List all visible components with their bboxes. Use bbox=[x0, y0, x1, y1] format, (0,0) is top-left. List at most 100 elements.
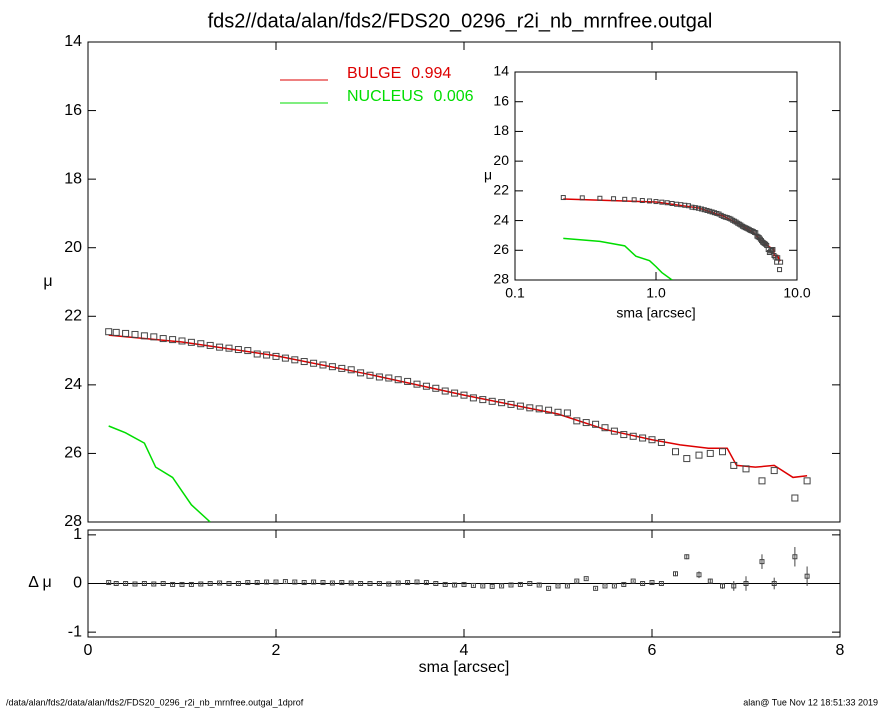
residual-point bbox=[179, 581, 185, 587]
data-point bbox=[366, 371, 374, 379]
legend-fraction: 0.994 bbox=[411, 65, 451, 82]
residual-point bbox=[405, 580, 411, 586]
residual-point bbox=[546, 585, 552, 591]
chart-title: fds2//data/alan/fds2/FDS20_0296_r2i_nb_m… bbox=[208, 10, 713, 32]
data-point bbox=[413, 380, 421, 388]
data-point bbox=[225, 344, 233, 352]
residual-point bbox=[123, 581, 129, 586]
y-tick-label: 16 bbox=[64, 102, 82, 119]
data-point bbox=[488, 397, 496, 405]
data-point bbox=[573, 417, 581, 425]
y-tick-label: -1 bbox=[68, 623, 82, 640]
inset-frame bbox=[514, 71, 798, 281]
residual-point bbox=[367, 581, 373, 586]
data-point bbox=[404, 377, 412, 385]
y-tick-label: 20 bbox=[64, 239, 82, 256]
main-frame bbox=[87, 41, 841, 523]
residual-point bbox=[301, 580, 307, 586]
x-tick-label: 0 bbox=[84, 642, 93, 659]
residual-point bbox=[188, 581, 194, 587]
y-tick-label: 16 bbox=[493, 92, 509, 108]
data-point bbox=[441, 387, 449, 395]
y-tick-label: 26 bbox=[64, 445, 82, 462]
data-point bbox=[631, 197, 637, 203]
y-tick-label: 14 bbox=[493, 63, 509, 79]
residual-point bbox=[583, 576, 589, 582]
residual-point bbox=[226, 581, 232, 586]
x-tick-label: 10.0 bbox=[783, 285, 810, 301]
data-point bbox=[451, 389, 459, 397]
data-point bbox=[498, 399, 506, 407]
data-point bbox=[664, 200, 670, 206]
residual-point bbox=[329, 580, 335, 586]
data-point bbox=[206, 341, 214, 349]
data-point bbox=[579, 195, 585, 201]
data-point bbox=[112, 328, 120, 336]
x-axis-label: sma [arcsec] bbox=[419, 659, 510, 676]
data-point bbox=[357, 369, 365, 377]
residual-point bbox=[320, 580, 326, 586]
residual-point bbox=[707, 578, 713, 584]
data-point bbox=[730, 461, 738, 469]
residual-point bbox=[113, 581, 119, 586]
residual-point bbox=[731, 583, 737, 589]
data-point bbox=[778, 259, 784, 265]
y-tick-label: 22 bbox=[493, 182, 509, 198]
legend-fraction: 0.006 bbox=[433, 88, 473, 105]
data-point bbox=[695, 205, 701, 211]
data-point bbox=[310, 359, 318, 367]
residual-point bbox=[311, 579, 317, 585]
data-point bbox=[582, 419, 590, 427]
model-line bbox=[108, 334, 808, 479]
residual-point bbox=[499, 583, 505, 589]
data-point bbox=[234, 346, 242, 354]
residual-point bbox=[480, 583, 486, 589]
data-point bbox=[683, 455, 691, 463]
residual-point bbox=[673, 571, 678, 577]
residual-point bbox=[292, 579, 298, 585]
data-point bbox=[105, 328, 113, 336]
model-line bbox=[108, 425, 211, 522]
residual-point bbox=[273, 579, 279, 585]
residual-point bbox=[254, 580, 260, 586]
data-point bbox=[719, 448, 726, 456]
data-point bbox=[338, 364, 346, 372]
residual-point bbox=[630, 578, 636, 584]
residual-point bbox=[452, 582, 458, 588]
y-tick-label: 18 bbox=[493, 122, 509, 138]
data-point bbox=[300, 358, 308, 366]
residual-point bbox=[433, 581, 439, 586]
residual-point bbox=[395, 580, 401, 586]
data-point bbox=[639, 434, 647, 442]
data-point bbox=[216, 343, 224, 351]
data-point bbox=[432, 384, 440, 392]
data-point bbox=[592, 420, 600, 428]
data-point bbox=[653, 199, 659, 205]
residual-y-label: Δ μ bbox=[28, 574, 51, 591]
data-point bbox=[263, 351, 271, 359]
plot-area bbox=[560, 195, 784, 280]
data-point bbox=[563, 409, 571, 417]
data-point bbox=[385, 374, 393, 382]
residual-point bbox=[132, 581, 138, 587]
residual-point bbox=[574, 578, 580, 584]
residual-point bbox=[536, 582, 542, 588]
data-point bbox=[774, 259, 780, 265]
data-point bbox=[803, 477, 811, 485]
data-point bbox=[758, 477, 766, 485]
y-tick-label: 1 bbox=[73, 526, 82, 543]
residual-point bbox=[517, 581, 523, 587]
residual-point bbox=[423, 580, 429, 586]
data-point bbox=[610, 427, 618, 435]
residual-point bbox=[684, 554, 690, 560]
data-point bbox=[460, 391, 468, 399]
data-point bbox=[791, 494, 799, 502]
model-line bbox=[563, 237, 673, 280]
data-point bbox=[281, 354, 289, 362]
data-point bbox=[560, 195, 566, 201]
residual-point bbox=[696, 572, 702, 578]
y-tick-label: 14 bbox=[64, 33, 82, 50]
data-point bbox=[629, 432, 637, 440]
y-tick-label: 0 bbox=[73, 575, 82, 592]
data-point bbox=[422, 382, 430, 390]
